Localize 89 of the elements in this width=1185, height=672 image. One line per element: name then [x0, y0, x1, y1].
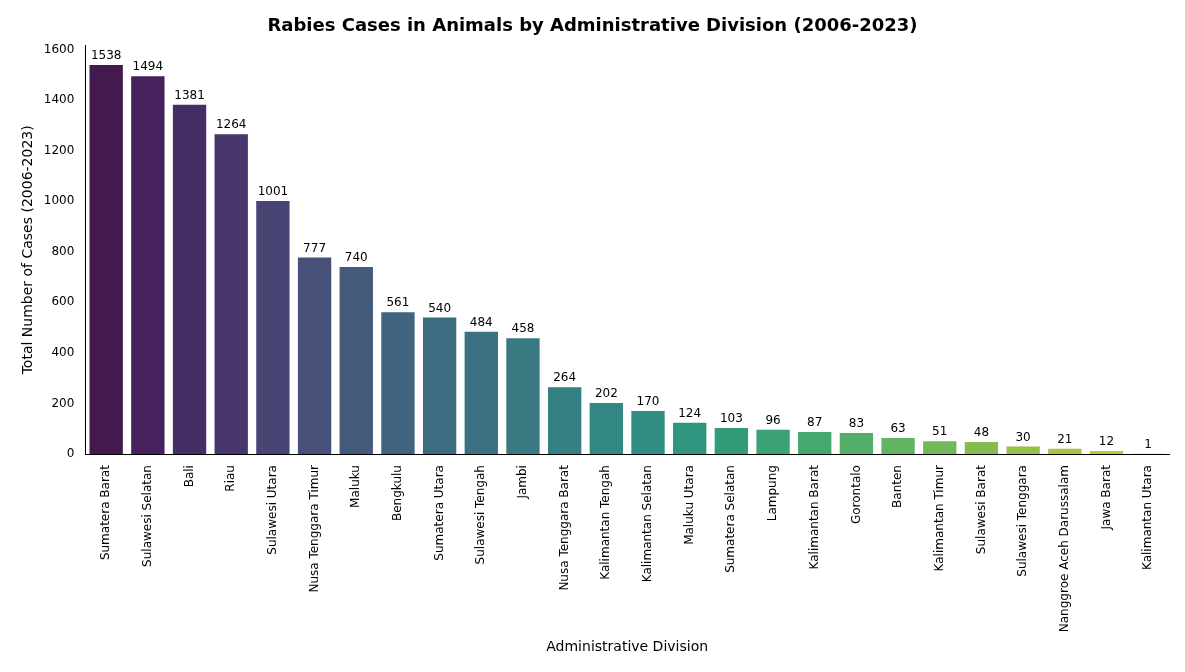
bar: [1048, 448, 1082, 455]
data-label: 458: [511, 321, 535, 336]
bar: [506, 338, 540, 455]
data-label: 740: [344, 250, 368, 265]
bar: [214, 134, 248, 455]
x-tick-label: Lampung: [765, 465, 780, 522]
data-label: 1494: [132, 59, 164, 74]
y-tick-label: 800: [51, 243, 75, 258]
bar: [297, 257, 332, 455]
x-tick-label: Kalimantan Utara: [1140, 465, 1155, 570]
data-label: 51: [932, 424, 948, 439]
x-tick-label: Sulawesi Barat: [973, 464, 988, 555]
data-label: 540: [428, 300, 452, 315]
bar: [756, 429, 790, 455]
x-tick-label: Gorontalo: [848, 465, 863, 525]
data-label: 63: [890, 421, 906, 436]
bar: [1006, 446, 1040, 455]
y-axis-title: Total Number of Cases (2006-2023): [19, 125, 36, 376]
x-tick-label: Kalimantan Barat: [806, 464, 821, 570]
data-label: 484: [469, 314, 493, 329]
data-label: 48: [973, 425, 990, 440]
chart-title: Rabies Cases in Animals by Administrative Division (2006-2023): [267, 14, 918, 36]
data-label: 87: [807, 415, 823, 430]
x-tick-label: Jawa Barat: [1098, 464, 1113, 531]
x-tick-label: Bengkulu: [390, 465, 405, 522]
data-label: 1264: [215, 117, 247, 132]
data-label: 561: [386, 295, 410, 310]
x-tick-label: Banten: [890, 465, 905, 508]
y-tick-label: 400: [51, 345, 75, 360]
y-tick-label: 1400: [43, 92, 75, 107]
x-tick-label: Nanggroe Aceh Darussalam: [1056, 465, 1071, 633]
data-label: 12: [1098, 434, 1115, 449]
data-label: 777: [303, 240, 327, 255]
x-tick-label: Jambi: [515, 465, 530, 500]
x-tick-label: Bali: [181, 465, 196, 488]
bar: [839, 433, 874, 455]
x-tick-label: Nusa Tenggara Barat: [556, 464, 571, 591]
data-label: 83: [848, 416, 865, 431]
bar: [422, 317, 457, 455]
x-tick-label: Maluku Utara: [681, 465, 696, 545]
data-label: 1001: [257, 184, 289, 199]
y-tick-label: 0: [66, 446, 75, 461]
bar: [339, 266, 373, 455]
x-tick-label: Sumatera Utara: [431, 465, 446, 561]
bar: [631, 411, 665, 455]
x-tick-label: Maluku: [348, 465, 363, 508]
x-axis-title: Administrative Division: [546, 638, 709, 655]
bar: [798, 432, 832, 455]
y-tick-label: 1200: [43, 142, 75, 157]
data-label: 1538: [90, 48, 122, 63]
bar: [547, 387, 582, 455]
bar: [923, 441, 957, 455]
data-label: 264: [553, 370, 577, 385]
bar: [673, 422, 707, 455]
bar: [1089, 451, 1124, 455]
bar: [464, 331, 498, 455]
data-label: 21: [1057, 431, 1073, 446]
x-tick-label: Sulawesi Tenggara: [1015, 465, 1030, 577]
y-tick-label: 1600: [43, 41, 75, 56]
x-tick-label: Kalimantan Selatan: [640, 465, 655, 583]
bar: [714, 428, 749, 455]
y-tick-label: 200: [51, 395, 75, 410]
data-label: 1: [1144, 436, 1152, 451]
x-tick-label: Sulawesi Tengah: [473, 465, 488, 565]
data-label: 170: [636, 394, 660, 409]
y-tick-label: 600: [51, 294, 75, 309]
data-label: 1381: [174, 87, 205, 102]
data-label: 30: [1015, 429, 1031, 444]
x-tick-label: Kalimantan Timur: [931, 465, 946, 572]
x-tick-label: Sulawesi Utara: [265, 465, 280, 555]
bar: [589, 402, 623, 455]
x-tick-label: Kalimantan Tengah: [598, 465, 613, 580]
data-label: 103: [719, 411, 743, 426]
x-tick-label: Sulawesi Selatan: [139, 465, 154, 567]
data-label: 124: [678, 405, 702, 420]
bar: [381, 312, 415, 455]
data-label: 202: [594, 386, 618, 401]
x-tick-label: Sumatera Selatan: [723, 465, 738, 573]
bar: [881, 438, 915, 455]
y-tick-label: 1000: [43, 193, 75, 208]
bar: [89, 65, 123, 455]
x-tick-label: Riau: [223, 465, 238, 492]
data-label: 96: [765, 412, 781, 427]
bar: [256, 200, 290, 455]
x-tick-label: Sumatera Barat: [98, 464, 113, 561]
bar: [964, 441, 999, 455]
x-tick-label: Nusa Tenggara Timur: [306, 464, 321, 593]
bar: [172, 104, 207, 455]
bar: [131, 76, 165, 455]
